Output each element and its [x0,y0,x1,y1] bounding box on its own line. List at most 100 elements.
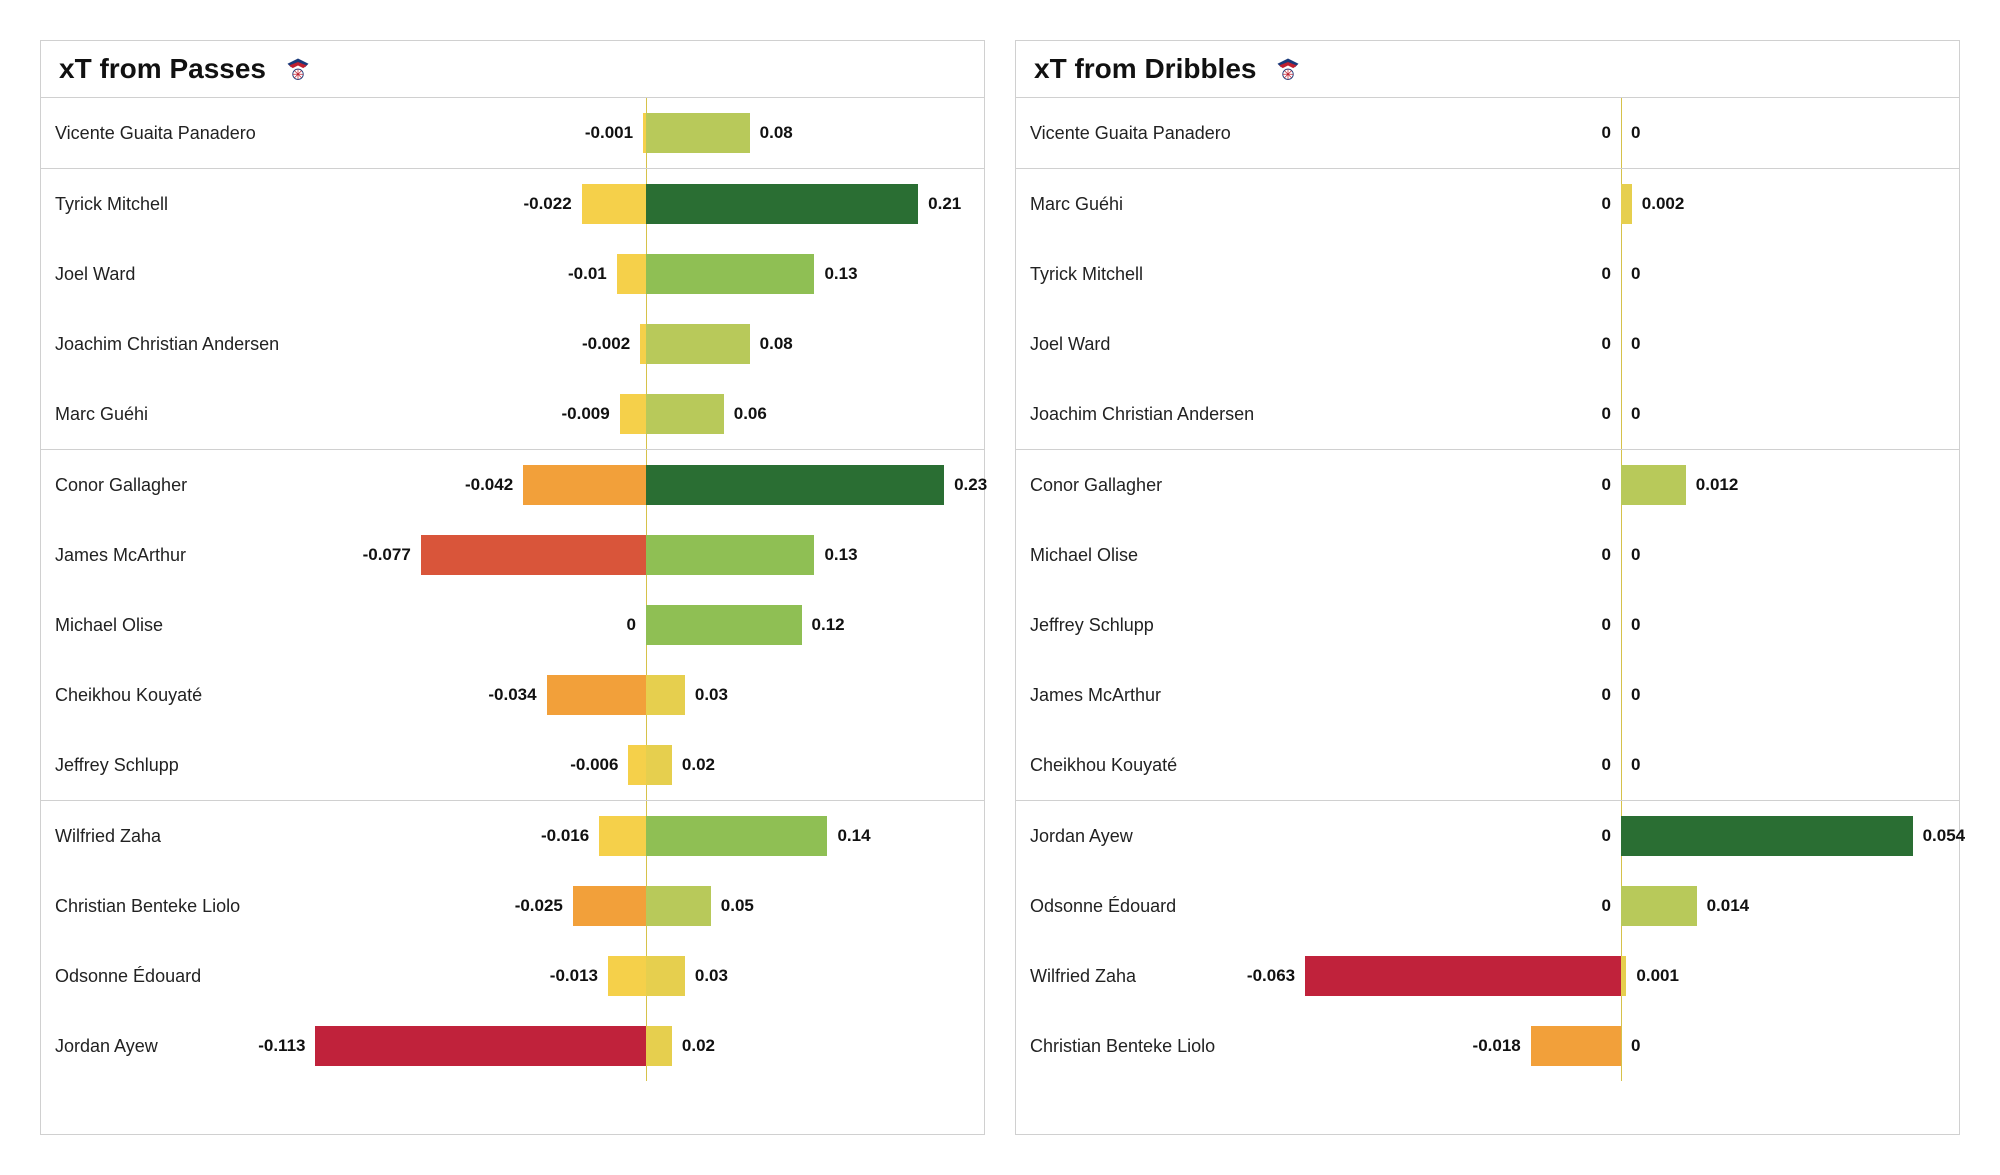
value-label-neg: 0 [1602,475,1611,495]
player-name: Vicente Guaita Panadero [55,123,295,144]
bar-zone: 00 [1270,239,1945,309]
player-row: Vicente Guaita Panadero00 [1016,98,1959,168]
player-row: Michael Olise00 [1016,520,1959,590]
bar-positive [646,816,827,856]
bar-negative [617,254,646,294]
player-group: Wilfried Zaha-0.0160.14Christian Benteke… [41,801,984,1081]
player-group: Jordan Ayew00.054Odsonne Édouard00.014 Wi… [1016,801,1959,1081]
axis-zero-tick [1621,590,1622,660]
bar-negative [620,394,646,434]
bar-zone: -0.0010.08 [295,98,970,168]
bar-zone: -0.1130.02 [295,1011,970,1081]
value-label-pos: 0 [1631,264,1640,284]
player-row: James McArthur 00 [1016,660,1959,730]
value-label-pos: 0 [1631,404,1640,424]
player-group: Conor Gallagher-0.0420.23James McArthur-… [41,450,984,801]
value-label-neg: -0.016 [541,826,589,846]
bar-zone: -0.0130.03 [295,941,970,1011]
bar-positive [646,886,711,926]
player-group: Vicente Guaita Panadero-0.0010.08 [41,98,984,169]
value-label-pos: 0.05 [721,896,754,916]
value-label-pos: 0.13 [824,545,857,565]
value-label-pos: 0 [1631,685,1640,705]
value-label-neg: 0 [1602,685,1611,705]
bar-positive [646,745,672,785]
bar-zone: 00 [1270,730,1945,800]
player-name: James McArthur [1030,685,1270,706]
bar-positive [646,254,814,294]
bar-negative [1305,956,1621,996]
player-row: Conor Gallagher00.012 [1016,450,1959,520]
panel-0: xT from Passes Vicente Guaita Panadero-0… [40,40,985,1135]
value-label-pos: 0.08 [760,334,793,354]
axis-zero-tick [1621,379,1622,449]
value-label-neg: 0 [1602,545,1611,565]
value-label-neg: -0.042 [465,475,513,495]
bar-negative [608,956,646,996]
panel-header: xT from Passes [41,41,984,98]
value-label-neg: -0.009 [561,404,609,424]
player-row: Christian Benteke Liolo-0.0250.05 [41,871,984,941]
bar-zone: -0.0630.001 [1270,941,1945,1011]
bar-positive [646,675,685,715]
player-name: Wilfried Zaha [1030,966,1270,987]
value-label-pos: 0.21 [928,194,961,214]
value-label-pos: 0.08 [760,123,793,143]
axis-zero-tick [1621,730,1622,800]
player-group: Conor Gallagher00.012Michael Olise00Jeff… [1016,450,1959,801]
bar-zone: 00.054 [1270,801,1945,871]
bar-negative [315,1026,646,1066]
bar-positive [646,1026,672,1066]
value-label-neg: -0.018 [1473,1036,1521,1056]
player-name: Jordan Ayew [1030,826,1270,847]
bar-zone: -0.002 0.08 [295,309,970,379]
bar-zone: 00 [1270,590,1945,660]
player-name: Michael Olise [55,615,295,636]
player-group: Vicente Guaita Panadero00 [1016,98,1959,169]
club-crest-icon [284,55,312,83]
value-label-neg: 0 [1602,826,1611,846]
player-row: Joachim Christian Andersen00 [1016,379,1959,449]
bar-zone: -0.0090.06 [295,379,970,449]
value-label-pos: 0.14 [837,826,870,846]
axis-zero-tick [1621,239,1622,309]
bar-positive [1621,956,1626,996]
bar-negative [599,816,646,856]
player-name: Joel Ward [1030,334,1270,355]
panel-title: xT from Dribbles [1034,53,1256,85]
player-row: Wilfried Zaha-0.0160.14 [41,801,984,871]
bar-negative [573,886,646,926]
value-label-neg: 0 [1602,264,1611,284]
player-name: Odsonne Édouard [1030,896,1270,917]
player-row: Jordan Ayew00.054 [1016,801,1959,871]
player-group: Tyrick Mitchell-0.0220.21 Joel Ward-0.010… [41,169,984,450]
axis-zero-tick [1621,309,1622,379]
player-row: Odsonne Édouard00.014 [1016,871,1959,941]
player-name: Joel Ward [55,264,295,285]
bar-positive [1621,465,1686,505]
bar-positive [1621,886,1697,926]
player-name: Tyrick Mitchell [55,194,295,215]
player-name: Christian Benteke Liolo [55,896,295,917]
axis-zero-tick [1621,98,1622,168]
player-row: Jeffrey Schlupp00 [1016,590,1959,660]
player-row: Vicente Guaita Panadero-0.0010.08 [41,98,984,168]
value-label-neg: -0.002 [582,334,630,354]
value-label-neg: -0.077 [363,545,411,565]
value-label-pos: 0.02 [682,1036,715,1056]
player-row: Tyrick Mitchell-0.0220.21 [41,169,984,239]
value-label-neg: 0 [1602,755,1611,775]
value-label-neg: 0 [1602,123,1611,143]
panel-header: xT from Dribbles [1016,41,1959,98]
bar-zone: -0.010.13 [295,239,970,309]
player-row: Christian Benteke Liolo-0.0180 [1016,1011,1959,1081]
player-name: Odsonne Édouard [55,966,295,987]
value-label-neg: 0 [1602,334,1611,354]
value-label-neg: 0 [1602,404,1611,424]
bar-positive [1621,816,1913,856]
bar-zone: -0.0060.02 [295,730,970,800]
value-label-pos: 0 [1631,123,1640,143]
value-label-pos: 0.23 [954,475,987,495]
bar-positive [646,535,814,575]
player-row: Marc Guéhi-0.0090.06 [41,379,984,449]
